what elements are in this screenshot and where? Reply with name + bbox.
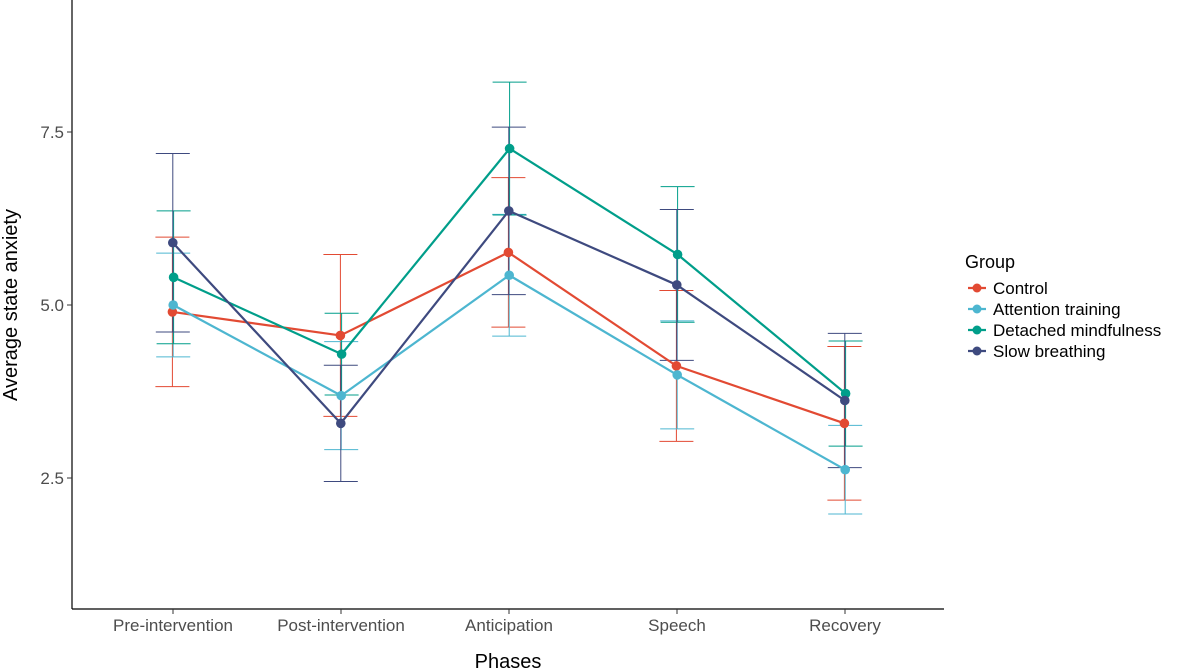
x-axis-title: Phases: [475, 651, 542, 670]
data-point: [671, 361, 682, 371]
legend-item: Control: [968, 279, 1048, 298]
legend-key-point: [972, 283, 982, 293]
x-tick-label: Recovery: [809, 616, 881, 635]
legend-item: Slow breathing: [968, 342, 1105, 361]
legend: Group Control Attention training Detached …: [965, 252, 1161, 361]
data-point: [672, 280, 682, 290]
legend-label: Slow breathing: [993, 342, 1105, 361]
legend-key-point: [972, 325, 982, 335]
y-tick-label: 7.5: [40, 123, 64, 142]
data-point: [840, 395, 850, 406]
x-tick-label: Post-intervention: [277, 616, 405, 635]
data-point: [504, 206, 514, 216]
data-point: [504, 143, 515, 154]
legend-label: Detached mindfulness: [993, 321, 1161, 340]
data-point: [504, 270, 514, 281]
axes: 2.5 5.0 7.5 Pre-intervention Post-interventi…: [40, 0, 944, 635]
x-tick-label: Anticipation: [465, 616, 553, 635]
data-point: [336, 418, 346, 429]
legend-title: Group: [965, 252, 1015, 272]
y-tick-label: 2.5: [40, 469, 64, 488]
plot-area: [155, 81, 863, 515]
data-point: [839, 418, 850, 429]
legend-item: Detached mindfulness: [968, 321, 1161, 340]
legend-label: Attention training: [993, 300, 1121, 319]
data-point: [168, 300, 178, 310]
y-axis-title: Average state anxiety: [0, 209, 22, 401]
data-point: [336, 349, 347, 359]
legend-item: Attention training: [968, 300, 1121, 319]
data-point: [672, 249, 683, 260]
y-tick-label: 5.0: [40, 296, 64, 315]
data-point: [840, 464, 850, 475]
x-tick-label: Pre-intervention: [113, 616, 233, 635]
data-point: [335, 330, 346, 341]
legend-label: Control: [993, 279, 1048, 298]
data-point: [336, 390, 347, 401]
legend-key-point: [972, 346, 982, 356]
data-point: [503, 247, 514, 258]
data-point: [672, 370, 682, 380]
legend-key-point: [972, 304, 982, 314]
x-tick-label: Speech: [648, 616, 706, 635]
data-point: [168, 272, 179, 283]
data-point: [168, 237, 178, 248]
